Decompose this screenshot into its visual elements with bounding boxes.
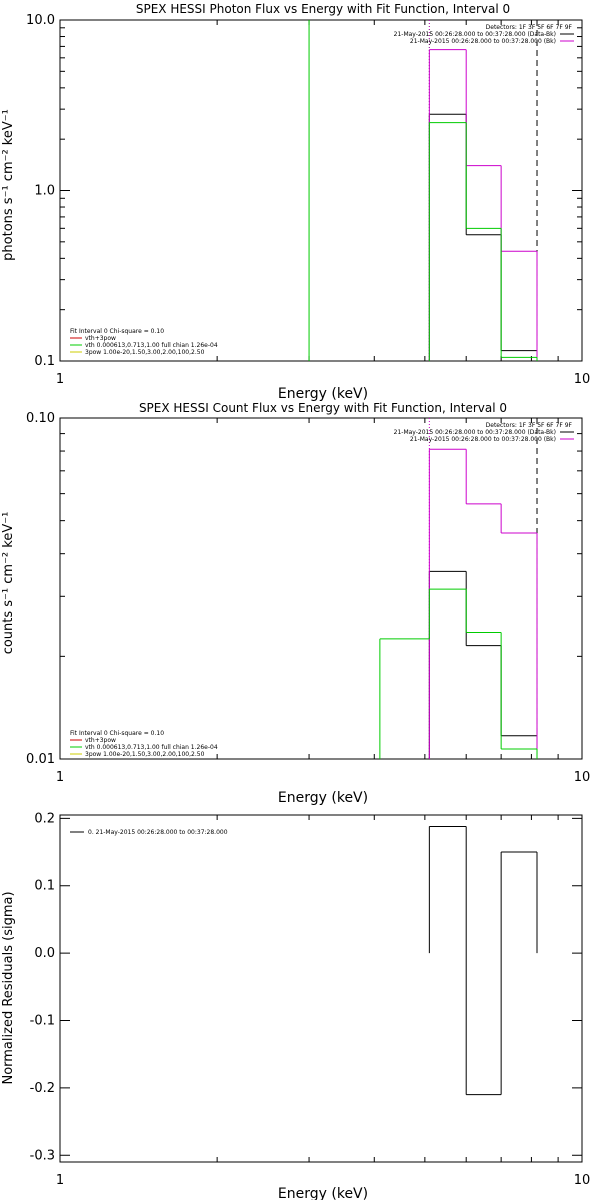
legend: 0. 21-May-2015 00:26:28.000 to 00:37:28.… xyxy=(70,829,228,836)
legend-entry-data-bk: 21-May-2015 00:26:28.000 to 00:37:28.000… xyxy=(394,429,556,436)
legend-detectors: Detectors: 1F 3F 5F 6F 7F 9F xyxy=(486,422,573,429)
photon-flux-panel: SPEX HESSI Photon Flux vs Energy with Fi… xyxy=(1,2,590,402)
y-axis-label: counts s⁻¹ cm⁻² keV⁻¹ xyxy=(1,512,16,655)
y-tick-label: 10.0 xyxy=(26,13,55,28)
residuals-panel: 0.2 0.1 0.0 -0.1 -0.2 -0.3 1 10 Energy (keV) N… xyxy=(1,811,590,1200)
x-axis: 1 10 xyxy=(56,815,590,1188)
y-axis: 0.1 1.0 10.0 xyxy=(26,13,582,369)
x-axis-label: Energy (keV) xyxy=(278,790,368,806)
y-tick-label: 0.01 xyxy=(26,752,55,767)
legend-bottom: Fit Interval 0 Chi-square = 0.10 vth+3po… xyxy=(70,328,218,356)
plot-area xyxy=(379,418,538,759)
y-tick-label: -0.2 xyxy=(30,1081,55,1096)
legend-fit-header: Fit Interval 0 Chi-square = 0.10 xyxy=(70,328,164,335)
plot-area xyxy=(428,825,538,1096)
x-tick-label: 10 xyxy=(574,372,591,387)
panel-title: SPEX HESSI Count Flux vs Energy with Fit… xyxy=(139,401,507,415)
legend-top: Detectors: 1F 3F 5F 6F 7F 9F 21-May-2015… xyxy=(394,24,574,45)
legend-entry-vth-3pow: vth+3pow xyxy=(85,335,116,342)
panel-title: SPEX HESSI Photon Flux vs Energy with Fi… xyxy=(136,2,510,16)
y-tick-label: 0.0 xyxy=(34,946,55,961)
legend-entry-vth-3pow: vth+3pow xyxy=(85,737,116,744)
x-tick-label: 1 xyxy=(56,372,64,387)
y-tick-label: 0.1 xyxy=(34,354,55,369)
x-axis-label: Energy (keV) xyxy=(278,386,368,402)
plot-frame xyxy=(59,417,583,760)
x-tick-label: 10 xyxy=(574,1173,591,1188)
y-axis-label: photons s⁻¹ cm⁻² keV⁻¹ xyxy=(1,109,16,261)
x-tick-label: 10 xyxy=(574,770,591,785)
y-tick-label: 0.2 xyxy=(34,811,55,826)
legend-entry-vth: vth 0.000613,0.713,1.00 full chian 1.26e… xyxy=(85,744,218,751)
y-tick-label: -0.3 xyxy=(30,1148,55,1163)
legend-entry: 0. 21-May-2015 00:26:28.000 to 00:37:28.… xyxy=(88,829,228,836)
legend-fit-header: Fit Interval 0 Chi-square = 0.10 xyxy=(70,730,164,737)
count-flux-panel: SPEX HESSI Count Flux vs Energy with Fit… xyxy=(1,401,590,806)
legend-entry-3pow: 3pow 1.00e-20,1.50,3.00,2.00,100,2.50 xyxy=(85,751,205,758)
legend-bottom: Fit Interval 0 Chi-square = 0.10 vth+3po… xyxy=(70,730,218,758)
y-tick-label: 0.1 xyxy=(34,879,55,894)
y-axis: 0.01 0.10 xyxy=(26,411,582,767)
y-axis: 0.2 0.1 0.0 -0.1 -0.2 -0.3 xyxy=(30,811,582,1163)
plot-area xyxy=(308,20,538,361)
legend-detectors: Detectors: 1F 3F 5F 6F 7F 9F xyxy=(486,24,573,31)
legend-entry-bk: 21-May-2015 00:26:28.000 to 00:37:28.000… xyxy=(410,38,556,45)
legend-top: Detectors: 1F 3F 5F 6F 7F 9F 21-May-2015… xyxy=(394,422,574,443)
x-tick-label: 1 xyxy=(56,1173,64,1188)
y-axis-label: Normalized Residuals (sigma) xyxy=(1,891,16,1084)
legend-entry-bk: 21-May-2015 00:26:28.000 to 00:37:28.000… xyxy=(410,436,556,443)
x-tick-label: 1 xyxy=(56,770,64,785)
plot-frame xyxy=(59,814,583,1163)
x-axis-label: Energy (keV) xyxy=(278,1186,368,1200)
y-tick-label: -0.1 xyxy=(30,1014,55,1029)
legend-entry-3pow: 3pow 1.00e-20,1.50,3.00,2.00,100,2.50 xyxy=(85,349,205,356)
x-axis: 1 10 xyxy=(56,418,590,785)
legend-entry-vth: vth 0.000613,0.713,1.00 full chian 1.26e… xyxy=(85,342,218,349)
y-tick-label: 1.0 xyxy=(34,184,55,199)
plot-frame xyxy=(59,19,583,362)
legend-entry-data-bk: 21-May-2015 00:26:28.000 to 00:37:28.000… xyxy=(394,31,556,38)
y-tick-label: 0.10 xyxy=(26,411,55,426)
